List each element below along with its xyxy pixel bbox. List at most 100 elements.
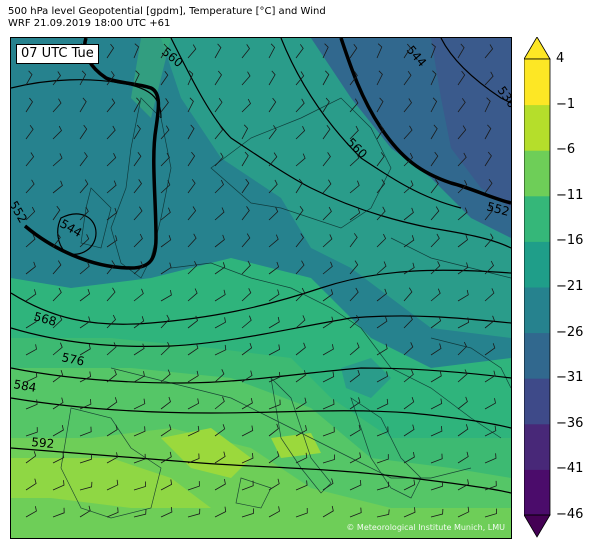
wind-barb [349,98,359,113]
wind-barb [349,180,360,194]
wind-barb [25,289,37,302]
wind-barb [214,234,225,248]
wind-barb [79,179,89,194]
wind-barb [106,71,115,86]
wind-barb [106,153,117,167]
wind-barb [295,397,307,410]
wind-barb [268,43,276,59]
wind-barb [241,398,253,410]
wind-barb [160,314,170,329]
wind-barb [403,70,412,86]
wind-barb [241,315,252,329]
wind-barb [79,316,91,329]
wind-barb [403,452,415,464]
temperature-colorbar [524,37,551,538]
wind-barb [241,508,254,518]
wind-barb [295,507,308,518]
wind-barb [79,426,92,437]
wind-barb [25,261,36,275]
wind-barb [241,425,254,437]
wind-barb [403,207,414,221]
wind-barb [241,98,251,113]
wind-barb [25,125,34,140]
wind-barb [214,289,226,302]
wind-barb [376,481,390,491]
wind-barb [160,506,173,518]
wind-barb [25,234,36,248]
colorbar-outline [524,58,551,516]
wind-barb [295,425,307,437]
wind-barb [430,453,443,464]
wind-barb [187,151,196,167]
wind-barb [349,507,362,518]
wind-barb [187,398,200,410]
wind-barb [133,97,141,113]
wind-barb [187,233,197,248]
wind-barb [268,399,281,410]
copyright-notice: © Meteorological Institute Munich, LMU [346,523,505,532]
wind-barb [484,425,497,437]
wind-barb [295,342,306,356]
wind-barb [241,370,253,383]
wind-barb [52,125,62,140]
wind-barb [322,152,331,167]
wind-barb [268,289,280,302]
wind-barb [295,315,306,329]
wind-barb [376,371,388,383]
wind-barb [349,315,360,329]
wind-barb [268,478,280,491]
wind-barb [295,452,308,464]
wind-barb [214,125,224,140]
colorbar-segment [524,195,550,242]
wind-barb [457,98,466,113]
wind-barb [187,97,194,113]
wind-barb [376,152,385,167]
wind-barb [160,396,171,410]
wind-barb [214,43,222,59]
wind-barb [322,454,335,464]
wind-barb [25,344,37,356]
wind-barb [484,178,493,194]
wind-barb [160,152,170,167]
wind-barb [160,207,171,221]
wind-barb [295,287,305,302]
wind-barb [376,233,387,248]
wind-barb [214,179,224,194]
wind-barb [160,424,172,437]
wind-barb [457,70,466,86]
wind-barb [484,508,497,518]
wind-barb [268,125,277,140]
wind-barb [160,451,172,464]
wind-barb [187,261,198,275]
wind-barb [403,180,414,194]
wind-barb [457,43,465,59]
wind-barb [79,234,90,248]
title-line-2: WRF 21.09.2019 18:00 UTC +61 [8,18,171,29]
wind-barb [241,480,254,491]
wind-barb [295,126,306,140]
wind-barb [295,370,307,383]
wind-barb [457,289,469,302]
wind-barb [106,314,116,329]
wind-barb [106,369,117,383]
wind-barb [295,480,308,491]
wind-barb [79,371,92,383]
wind-barb [241,124,249,140]
wind-barb [349,452,362,464]
wind-barb [133,43,140,59]
wind-barb [430,426,443,437]
wind-barb [457,369,468,383]
colorbar-segment [524,287,550,334]
wind-barb [187,425,200,437]
wind-barb [457,451,469,464]
wind-barb [430,398,443,410]
wind-barb [214,262,226,275]
colorbar-tick-label: −6 [556,142,576,158]
wind-barb [457,341,467,356]
wind-barb [295,153,306,167]
wind-barb [52,205,61,221]
wind-barb [484,343,496,356]
wind-barb [322,316,334,329]
wind-barb [241,288,252,302]
wind-barb [349,397,361,410]
